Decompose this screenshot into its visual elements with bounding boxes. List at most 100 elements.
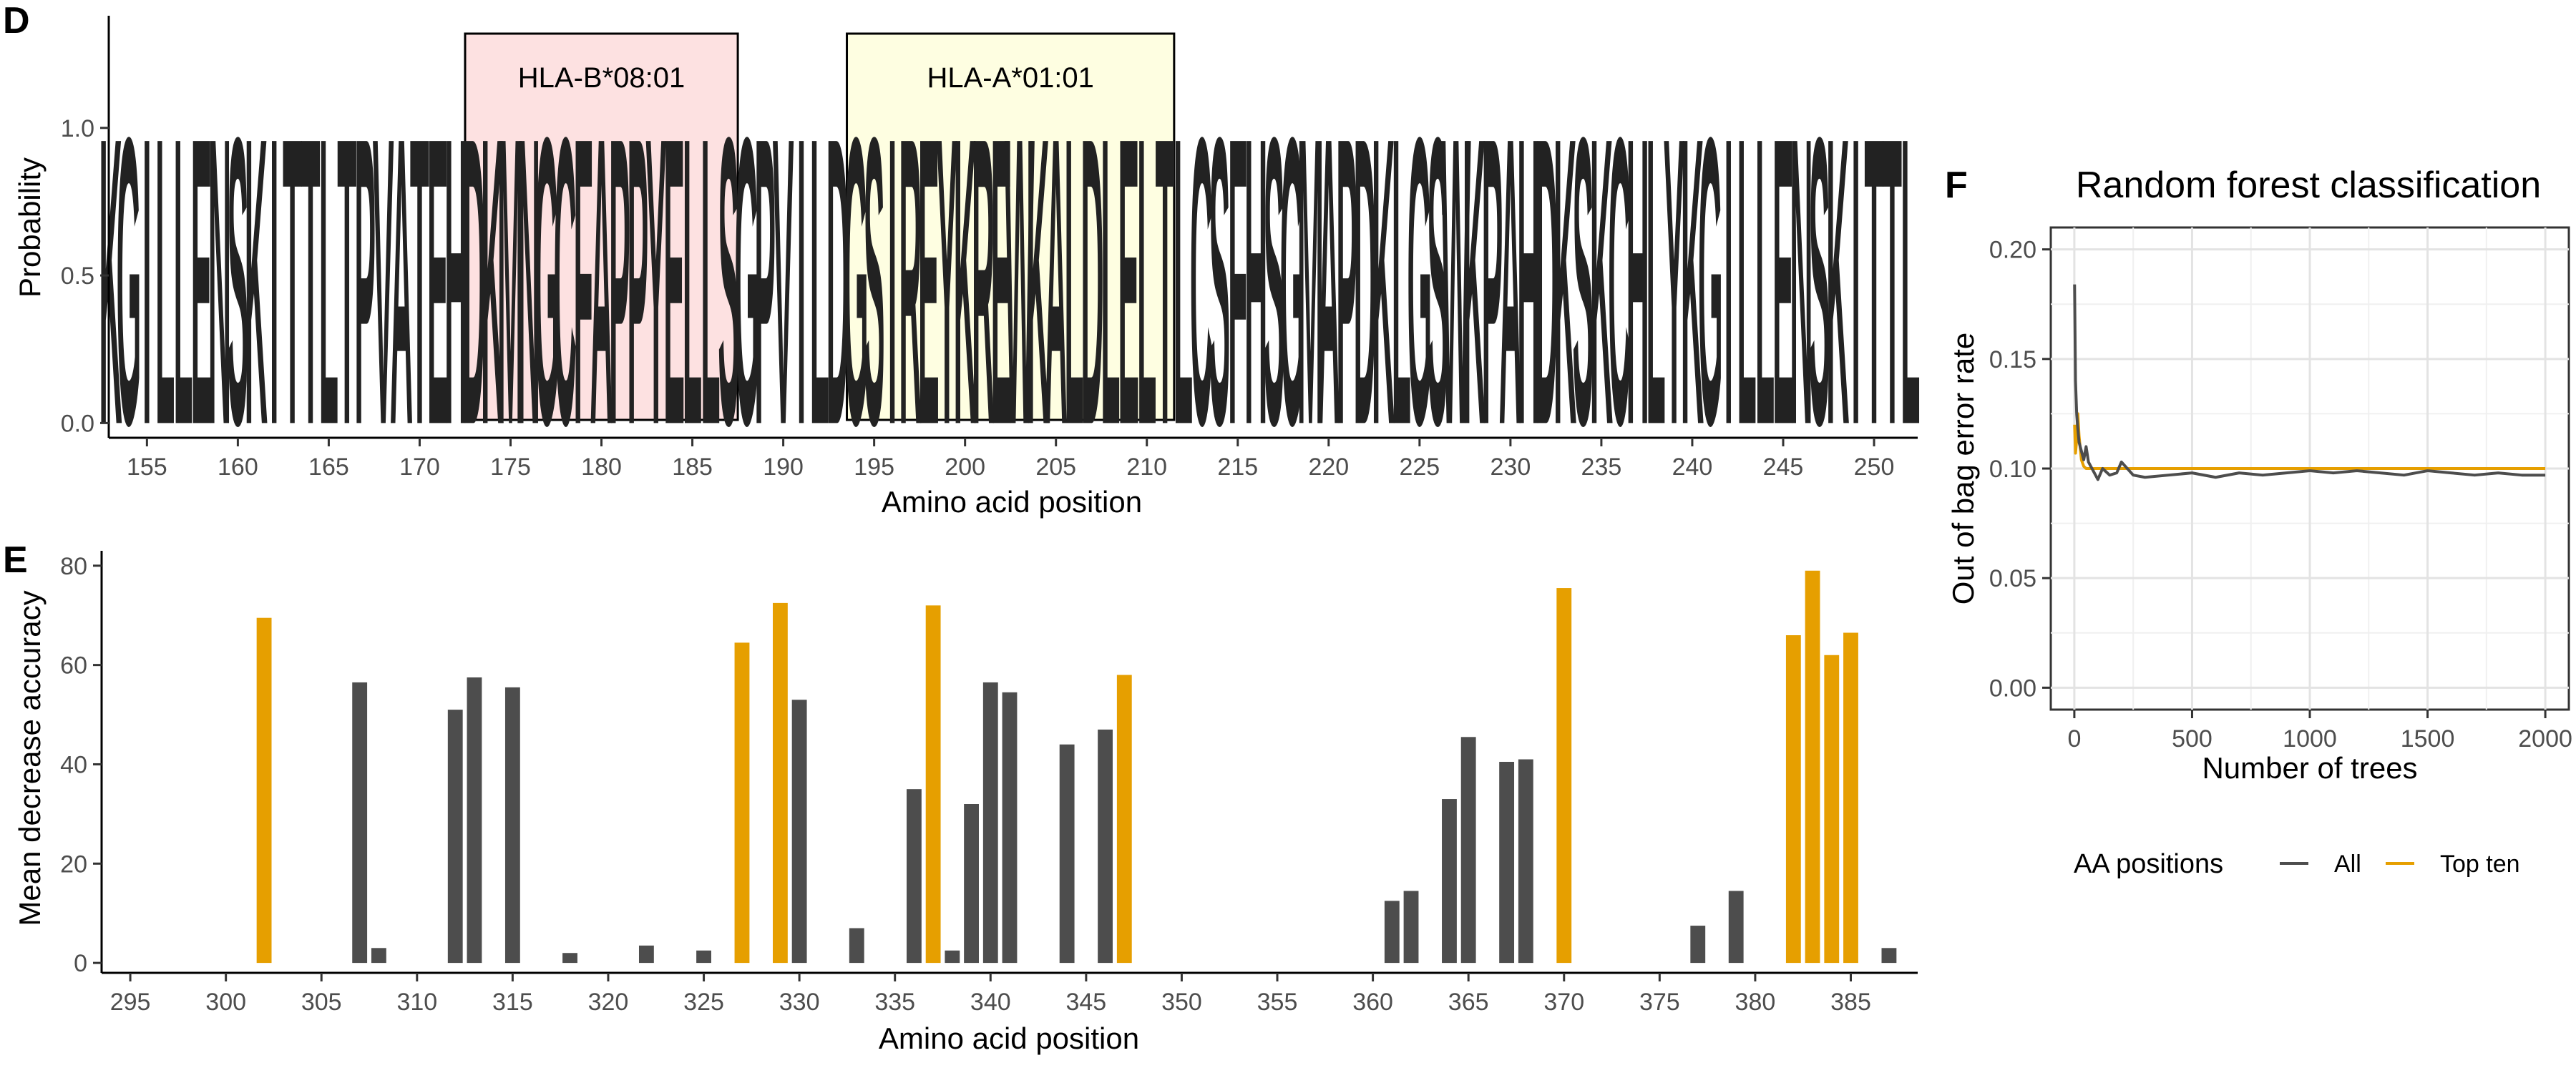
- logo-letter: A: [1499, 53, 1522, 511]
- legend-title: AA positions: [2074, 849, 2223, 879]
- logo-letter: M: [1297, 53, 1324, 511]
- logo-letter: P: [354, 53, 376, 511]
- logo-letter: H: [444, 53, 467, 511]
- logo-letter: H: [1626, 53, 1649, 511]
- bar-all: [907, 789, 922, 964]
- bar-top-ten: [1843, 632, 1858, 964]
- f-x-tick-label: 0: [2067, 725, 2081, 753]
- e-x-tick-label: 305: [301, 989, 342, 1016]
- bar-top-ten: [1785, 635, 1801, 964]
- logo-letter: V: [373, 53, 394, 511]
- e-x-tick-label: 335: [874, 989, 915, 1016]
- logo-letter: A: [390, 53, 413, 511]
- logo-letter: S: [1209, 53, 1231, 511]
- logo-letter: F: [574, 53, 593, 511]
- e-x-tick-label: 295: [110, 989, 151, 1016]
- e-x-tick-label: 315: [492, 989, 533, 1016]
- d-x-tick-label: 235: [1581, 454, 1622, 481]
- legend-all-label: All: [2334, 851, 2361, 878]
- logo-letter: L: [1737, 53, 1757, 511]
- logo-letter: A: [1045, 53, 1068, 511]
- bar-all: [696, 950, 711, 964]
- bar-top-ten: [1116, 675, 1132, 964]
- f-y-tick-label: 0.20: [1989, 237, 2036, 264]
- e-x-tick-label: 300: [205, 989, 246, 1016]
- d-x-tick-label: 180: [581, 454, 622, 481]
- logo-letter: T: [1883, 53, 1902, 511]
- d-x-tick-label: 215: [1217, 454, 1258, 481]
- hla-b-label: HLA-B*08:01: [518, 62, 685, 94]
- bar-all: [982, 682, 998, 964]
- d-x-axis-label: Amino acid position: [882, 485, 1142, 519]
- logo-letter: T: [410, 53, 429, 511]
- logo-letter: I: [797, 53, 806, 511]
- bar-top-ten: [925, 605, 941, 964]
- logo-letter: L: [683, 53, 702, 511]
- logo-letter: P: [628, 53, 649, 511]
- logo-letter: G: [844, 53, 869, 511]
- e-x-tick-label: 330: [779, 989, 820, 1016]
- hla-a-highlight: [846, 32, 1176, 421]
- bar-all: [945, 950, 960, 964]
- e-x-tick-label: 375: [1639, 989, 1680, 1016]
- logo-letter: K: [954, 53, 977, 511]
- bar-top-ten: [1824, 655, 1840, 964]
- logo-letter: C: [1608, 53, 1631, 511]
- panel-label-e: E: [3, 539, 28, 581]
- logo-letter: P: [609, 53, 630, 511]
- d-x-tick-label: 210: [1126, 454, 1167, 481]
- logo-letter: R: [972, 53, 995, 511]
- d-x-tick-label: 250: [1854, 454, 1895, 481]
- logo-letter: E: [1118, 53, 1140, 511]
- e-x-tick-label: 385: [1830, 989, 1871, 1016]
- e-y-tick-label: 80: [60, 553, 87, 580]
- logo-letter: T: [1864, 53, 1883, 511]
- e-x-tick-label: 370: [1543, 989, 1584, 1016]
- f-x-tick-label: 2000: [2518, 725, 2572, 753]
- logo-letter: K: [1026, 53, 1049, 511]
- e-y-tick-label: 40: [60, 751, 87, 778]
- bar-all: [1098, 729, 1113, 964]
- f-y-tick-label: 0.15: [1989, 346, 2036, 373]
- d-y-tick-label: 0.5: [61, 263, 94, 290]
- f-x-tick-label: 500: [2172, 725, 2212, 753]
- logo-letter: C: [1190, 53, 1213, 511]
- bar-all: [638, 945, 654, 964]
- logo-letter: S: [718, 53, 740, 511]
- logo-letter: H: [1244, 53, 1267, 511]
- bar-all: [849, 928, 864, 964]
- logo-letter: L: [1901, 53, 1920, 511]
- e-x-tick-label: 355: [1257, 989, 1298, 1016]
- e-x-tick-label: 365: [1448, 989, 1489, 1016]
- logo-letter: E: [918, 53, 940, 511]
- logo-letter: S: [1264, 53, 1285, 511]
- logo-letter: L: [1755, 53, 1775, 511]
- logo-letter: Y: [1664, 53, 1685, 511]
- bar-all: [791, 700, 807, 964]
- f-x-tick-label: 1500: [2401, 725, 2455, 753]
- logo-letter: S: [864, 53, 885, 511]
- logo-letter: W: [1005, 53, 1035, 511]
- panel-label-f: F: [1945, 165, 1968, 206]
- logo-letter: T: [337, 53, 356, 511]
- line-panel: Random forest classification 0.00 0.05 0.1…: [1946, 165, 2572, 879]
- logo-letter: E: [427, 53, 449, 511]
- logo-letter: Y: [936, 53, 957, 511]
- logo-letter: L: [319, 53, 338, 511]
- logo-letter: L: [1137, 53, 1156, 511]
- logo-letter: P: [1336, 53, 1357, 511]
- d-x-tick-label: 205: [1035, 454, 1076, 481]
- f-y-tick-label: 0.10: [1989, 456, 2036, 483]
- bar-all: [964, 804, 979, 964]
- e-x-tick-label: 340: [970, 989, 1011, 1016]
- e-y-axis-label: Mean decrease accuracy: [13, 590, 47, 926]
- bar-all: [467, 677, 482, 964]
- logo-letter: S: [228, 53, 249, 511]
- logo-letter: I: [1724, 53, 1733, 511]
- logo-letter: K: [1826, 53, 1849, 511]
- e-x-tick-label: 325: [683, 989, 724, 1016]
- bar-all: [1002, 692, 1018, 964]
- d-x-tick-label: 230: [1491, 454, 1531, 481]
